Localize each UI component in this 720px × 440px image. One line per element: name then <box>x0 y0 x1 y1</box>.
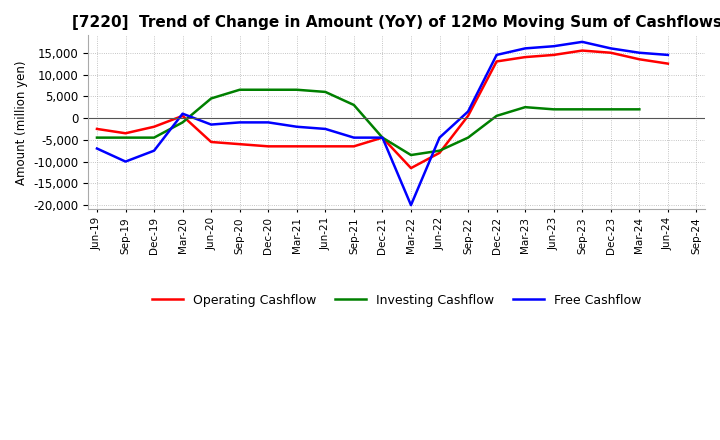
Line: Investing Cashflow: Investing Cashflow <box>97 90 639 155</box>
Investing Cashflow <box>350 103 359 108</box>
Line: Operating Cashflow: Operating Cashflow <box>97 51 668 168</box>
Free Cashflow <box>207 122 215 127</box>
Free Cashflow <box>407 202 415 208</box>
Operating Cashflow <box>549 52 558 58</box>
Free Cashflow <box>264 120 273 125</box>
Free Cashflow <box>521 46 529 51</box>
Investing Cashflow <box>179 120 187 125</box>
Operating Cashflow <box>150 124 158 129</box>
Operating Cashflow <box>179 113 187 118</box>
Operating Cashflow <box>93 126 102 132</box>
Operating Cashflow <box>435 150 444 155</box>
Free Cashflow <box>664 52 672 58</box>
Free Cashflow <box>435 135 444 140</box>
Operating Cashflow <box>464 113 472 118</box>
Free Cashflow <box>235 120 244 125</box>
Free Cashflow <box>578 39 587 44</box>
Free Cashflow <box>350 135 359 140</box>
Operating Cashflow <box>321 144 330 149</box>
Operating Cashflow <box>407 165 415 171</box>
Operating Cashflow <box>235 142 244 147</box>
Investing Cashflow <box>378 135 387 140</box>
Operating Cashflow <box>207 139 215 145</box>
Free Cashflow <box>606 46 615 51</box>
Free Cashflow <box>549 44 558 49</box>
Free Cashflow <box>492 52 501 58</box>
Investing Cashflow <box>321 89 330 95</box>
Operating Cashflow <box>578 48 587 53</box>
Operating Cashflow <box>378 135 387 140</box>
Investing Cashflow <box>464 135 472 140</box>
Investing Cashflow <box>578 106 587 112</box>
Free Cashflow <box>121 159 130 164</box>
Investing Cashflow <box>407 152 415 158</box>
Investing Cashflow <box>292 87 301 92</box>
Investing Cashflow <box>521 105 529 110</box>
Investing Cashflow <box>207 96 215 101</box>
Free Cashflow <box>378 135 387 140</box>
Investing Cashflow <box>121 135 130 140</box>
Investing Cashflow <box>264 87 273 92</box>
Free Cashflow <box>635 50 644 55</box>
Y-axis label: Amount (million yen): Amount (million yen) <box>15 60 28 185</box>
Investing Cashflow <box>93 135 102 140</box>
Operating Cashflow <box>121 131 130 136</box>
Operating Cashflow <box>635 57 644 62</box>
Investing Cashflow <box>606 106 615 112</box>
Operating Cashflow <box>350 144 359 149</box>
Operating Cashflow <box>606 50 615 55</box>
Investing Cashflow <box>549 106 558 112</box>
Legend: Operating Cashflow, Investing Cashflow, Free Cashflow: Operating Cashflow, Investing Cashflow, … <box>147 289 647 312</box>
Free Cashflow <box>464 109 472 114</box>
Investing Cashflow <box>635 106 644 112</box>
Free Cashflow <box>292 124 301 129</box>
Investing Cashflow <box>150 135 158 140</box>
Free Cashflow <box>150 148 158 153</box>
Title: [7220]  Trend of Change in Amount (YoY) of 12Mo Moving Sum of Cashflows: [7220] Trend of Change in Amount (YoY) o… <box>72 15 720 30</box>
Investing Cashflow <box>492 113 501 118</box>
Operating Cashflow <box>264 144 273 149</box>
Free Cashflow <box>93 146 102 151</box>
Operating Cashflow <box>664 61 672 66</box>
Operating Cashflow <box>292 144 301 149</box>
Investing Cashflow <box>435 148 444 153</box>
Free Cashflow <box>321 126 330 132</box>
Operating Cashflow <box>521 55 529 60</box>
Investing Cashflow <box>235 87 244 92</box>
Line: Free Cashflow: Free Cashflow <box>97 42 668 205</box>
Free Cashflow <box>179 111 187 116</box>
Operating Cashflow <box>492 59 501 64</box>
